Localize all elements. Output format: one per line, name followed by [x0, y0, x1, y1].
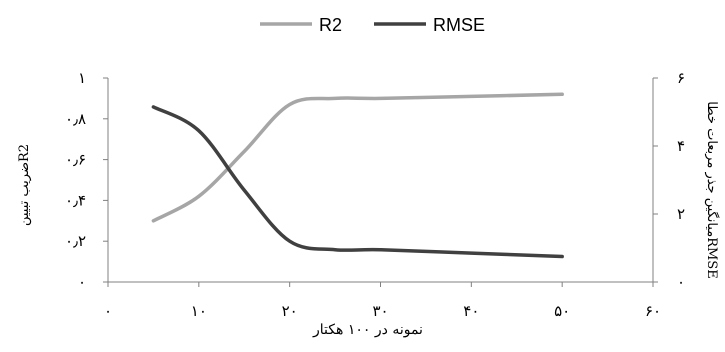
y-left-tick-label: ۰٫۴	[65, 191, 86, 209]
x-tick-label: ۳۰	[372, 302, 388, 320]
legend: R2 RMSE	[260, 15, 485, 35]
x-tick-label: ۶۰	[645, 302, 661, 320]
legend-label-r2: R2	[319, 15, 342, 35]
y-axis-left-label: ضریب تبیینR2	[17, 144, 32, 226]
y-axis-right-label: میانگین جذر مربعات خطاRMSE	[704, 101, 720, 278]
y-left-tick-label: ۱	[78, 69, 86, 87]
series-lines	[151, 92, 564, 259]
y-left-tick-label: ۰٫۶	[65, 151, 86, 169]
series-line-r2	[151, 92, 564, 223]
x-axis-label: نمونه در ۱۰۰ هکتار	[312, 322, 423, 338]
x-tick-label: ۲۰	[282, 302, 298, 320]
x-tick-label: ۰	[104, 302, 112, 320]
y-right-tick-label: ۴	[677, 137, 685, 155]
legend-label-rmse: RMSE	[433, 15, 485, 35]
y-left-tick-label: ۰٫۲	[65, 232, 86, 250]
x-tick-label: ۴۰	[463, 302, 479, 320]
series-line-rmse	[151, 105, 564, 259]
y-left-tick-label: ۰٫۸	[65, 110, 86, 128]
y-right-tick-label: ۰	[677, 273, 685, 291]
y-right-tick-label: ۶	[677, 69, 685, 87]
x-tick-label: ۵۰	[554, 302, 570, 320]
y-left-tick-label: ۰	[78, 273, 86, 291]
x-tick-label: ۱۰	[191, 302, 207, 320]
y-right-tick-label: ۲	[677, 205, 685, 223]
